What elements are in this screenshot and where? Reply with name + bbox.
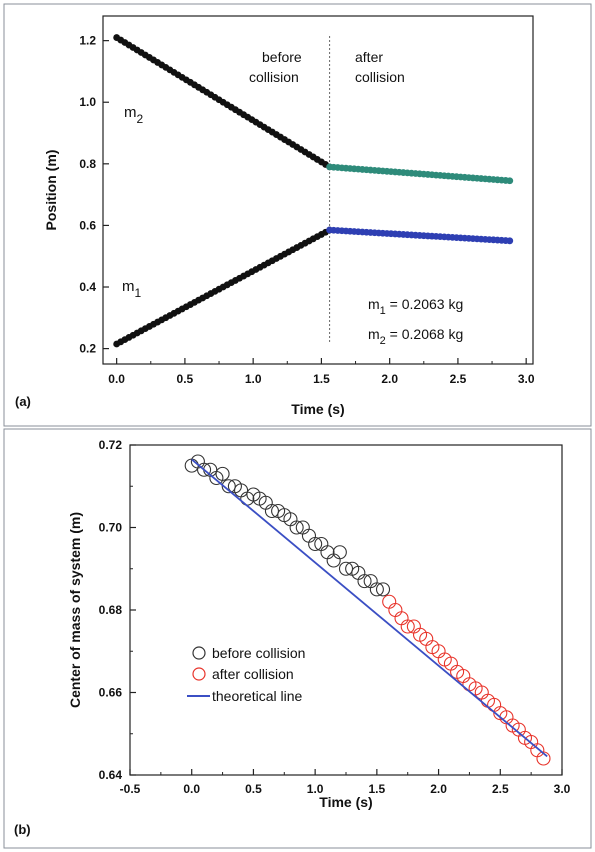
point-before-collision xyxy=(308,536,323,552)
panel-a-label: (a) xyxy=(15,394,31,409)
panel-b-points xyxy=(184,454,551,766)
b-xtick-label: 2.5 xyxy=(492,782,509,796)
label-m2-sub: 2 xyxy=(137,112,144,126)
mass-m1-sub: 1 xyxy=(380,305,386,317)
b-xtick-label: 1.0 xyxy=(307,782,324,796)
point-before-collision xyxy=(289,520,304,535)
panel-b-x-ticks: -0.5 0.0 0.5 1.0 1.5 2.0 2.5 3.0 xyxy=(120,769,571,796)
mass-m2-value: = 0.2068 kg xyxy=(386,326,463,342)
label-m2-main: m xyxy=(124,104,137,121)
point-before-collision xyxy=(369,582,384,597)
b-ytick-label: 0.66 xyxy=(99,686,123,700)
panel-a-x-ticks: 0.0 0.5 1.0 1.5 2.0 2.5 3.0 xyxy=(108,358,535,386)
legend-label-before: before collision xyxy=(212,645,305,661)
b-ytick-label: 0.70 xyxy=(99,521,123,535)
b-xtick-label: 0.5 xyxy=(245,782,262,796)
mass-m2-annotation: m2 = 0.2068 kg xyxy=(368,326,463,347)
a-ytick-label: 0.4 xyxy=(79,280,96,294)
point-after-collision xyxy=(388,602,403,618)
point-before-collision xyxy=(357,574,372,589)
mass-m1-annotation: m1 = 0.2063 kg xyxy=(368,296,463,317)
panel-a-y-ticks: 0.2 0.4 0.6 0.8 1.0 1.2 xyxy=(79,34,109,356)
mass-m1-main: m xyxy=(368,296,380,312)
b-xtick-label: -0.5 xyxy=(120,782,141,796)
panel-b: -0.5 0.0 0.5 1.0 1.5 2.0 2.5 3.0 0.640.660.680.… xyxy=(3,428,592,849)
panel-a: 0.0 0.5 1.0 1.5 2.0 2.5 3.0 0.2 0.4 0.6 0.8 1.0 1.2… xyxy=(3,3,592,427)
legend-marker-before xyxy=(192,646,206,660)
legend-marker-after xyxy=(192,667,206,681)
point-after-collision xyxy=(536,751,551,766)
label-m1: m1 xyxy=(122,278,142,300)
panel-a-points xyxy=(113,34,514,348)
panel-a-border xyxy=(3,3,592,427)
panel-b-x-axis-label: Time (s) xyxy=(319,794,372,810)
region-after-line1: after xyxy=(355,49,383,65)
b-ytick-label: 0.72 xyxy=(99,438,123,452)
b-xtick-label: 1.5 xyxy=(369,782,386,796)
label-m2: m2 xyxy=(124,104,144,126)
point-before-collision xyxy=(221,479,236,494)
point-before-collision xyxy=(326,553,341,568)
panel-a-y-axis-label: Position (m) xyxy=(43,150,59,231)
point-after-collision xyxy=(400,619,415,634)
a-ytick-label: 0.8 xyxy=(79,157,96,171)
point-before-collision xyxy=(320,545,335,560)
a-xtick-label: 2.0 xyxy=(381,372,398,386)
label-m1-main: m xyxy=(122,278,135,295)
a-xtick-label: 1.0 xyxy=(245,372,262,386)
b-ytick-label: 0.68 xyxy=(99,603,123,617)
a-xtick-label: 1.5 xyxy=(313,372,330,386)
point-before-collision xyxy=(301,528,317,543)
panel-b-label: (b) xyxy=(14,822,31,837)
panel-a-x-axis-label: Time (s) xyxy=(291,401,344,417)
point-m1-after xyxy=(506,237,514,245)
mass-m2-main: m xyxy=(368,326,380,342)
theoretical-line xyxy=(191,458,548,758)
point-after-collision xyxy=(394,611,409,626)
a-xtick-label: 3.0 xyxy=(518,372,535,386)
a-xtick-label: 0.0 xyxy=(108,372,125,386)
point-before-collision xyxy=(338,561,354,576)
region-before-line1: before xyxy=(262,49,302,65)
panel-b-y-axis-label: Center of mass of system (m) xyxy=(67,512,83,708)
region-before-line2: collision xyxy=(249,69,299,85)
panel-b-plot-area xyxy=(129,444,563,776)
region-after-line2: collision xyxy=(355,69,405,85)
legend-label-after: after collision xyxy=(212,666,294,682)
a-ytick-label: 1.0 xyxy=(79,95,96,109)
a-xtick-label: 2.5 xyxy=(450,372,467,386)
panel-b-border xyxy=(3,428,592,849)
legend: before collision after collision theoret… xyxy=(187,645,305,704)
mass-m2-sub: 2 xyxy=(380,335,386,347)
panel-a-plot-area xyxy=(102,15,534,365)
b-xtick-label: 2.0 xyxy=(430,782,447,796)
b-ytick-label: 0.64 xyxy=(99,768,123,782)
mass-m1-value: = 0.2063 kg xyxy=(386,296,463,312)
b-xtick-label: 0.0 xyxy=(183,782,200,796)
point-before-collision xyxy=(332,545,347,560)
point-after-collision xyxy=(382,594,397,609)
a-ytick-label: 0.6 xyxy=(79,218,96,232)
point-after-collision xyxy=(530,743,545,758)
point-before-collision xyxy=(215,466,230,481)
a-ytick-label: 0.2 xyxy=(79,342,96,356)
b-xtick-label: 3.0 xyxy=(554,782,571,796)
a-ytick-label: 1.2 xyxy=(79,34,96,48)
point-before-collision xyxy=(197,462,212,477)
point-before-collision xyxy=(375,582,391,597)
a-xtick-label: 0.5 xyxy=(177,372,194,386)
legend-label-theory: theoretical line xyxy=(212,688,302,704)
point-before-collision xyxy=(264,503,279,519)
point-m2-after xyxy=(506,177,514,185)
label-m1-sub: 1 xyxy=(135,286,142,300)
panel-b-y-ticks: 0.64 0.66 0.68 0.70 0.72 xyxy=(99,438,136,782)
